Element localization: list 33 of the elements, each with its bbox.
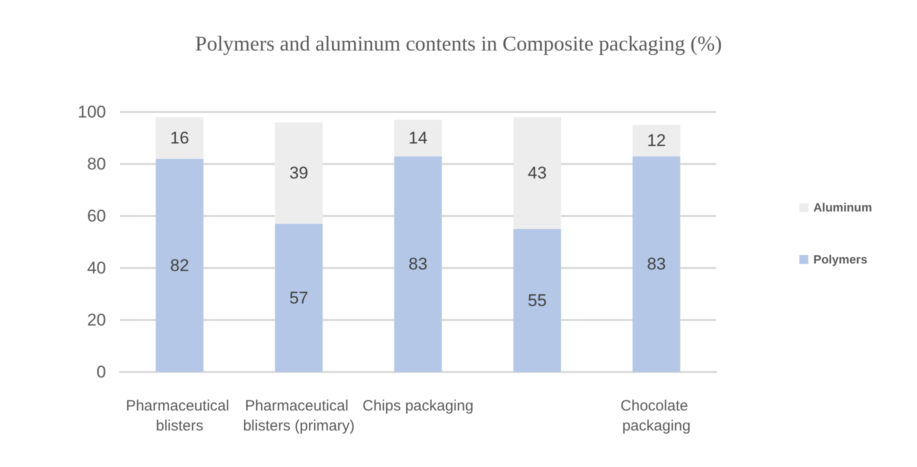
legend-label: Polymers (813, 252, 868, 266)
data-label: 57 (289, 288, 308, 308)
data-label: 12 (646, 131, 666, 150)
y-tick-label: 60 (87, 206, 106, 226)
x-tick-label: Pharmaceutical blisters (126, 398, 234, 434)
chart-title: Polymers and aluminum contents in Composite packaging (%) (195, 32, 722, 56)
bar (513, 229, 562, 372)
bar (394, 120, 442, 156)
data-label: 83 (408, 254, 428, 274)
data-label: 83 (646, 254, 666, 274)
data-label: 82 (170, 256, 190, 275)
bar (274, 122, 323, 224)
data-label: 16 (170, 128, 190, 148)
y-tick-label: 0 (96, 362, 106, 382)
legend-label: Aluminum (813, 200, 872, 214)
bar (394, 156, 442, 372)
x-tick-label: Pharmaceutical blisters (primary) (242, 398, 355, 434)
data-label: 14 (408, 128, 428, 148)
x-tick-label: Chocolate packaging (620, 398, 692, 434)
y-tick-label: 20 (87, 310, 106, 330)
data-label: 39 (289, 164, 308, 183)
bar (632, 156, 680, 372)
y-tick-label: 40 (87, 258, 106, 278)
y-tick-label: 100 (78, 102, 106, 122)
bar (632, 125, 680, 156)
bar (156, 158, 204, 372)
x-tick-label: Chips packaging (362, 398, 474, 414)
y-tick-label: 80 (87, 154, 106, 174)
data-label: 55 (528, 291, 547, 310)
bar (513, 117, 562, 229)
bar (156, 117, 204, 159)
bar (274, 224, 323, 372)
data-label: 43 (528, 164, 547, 183)
